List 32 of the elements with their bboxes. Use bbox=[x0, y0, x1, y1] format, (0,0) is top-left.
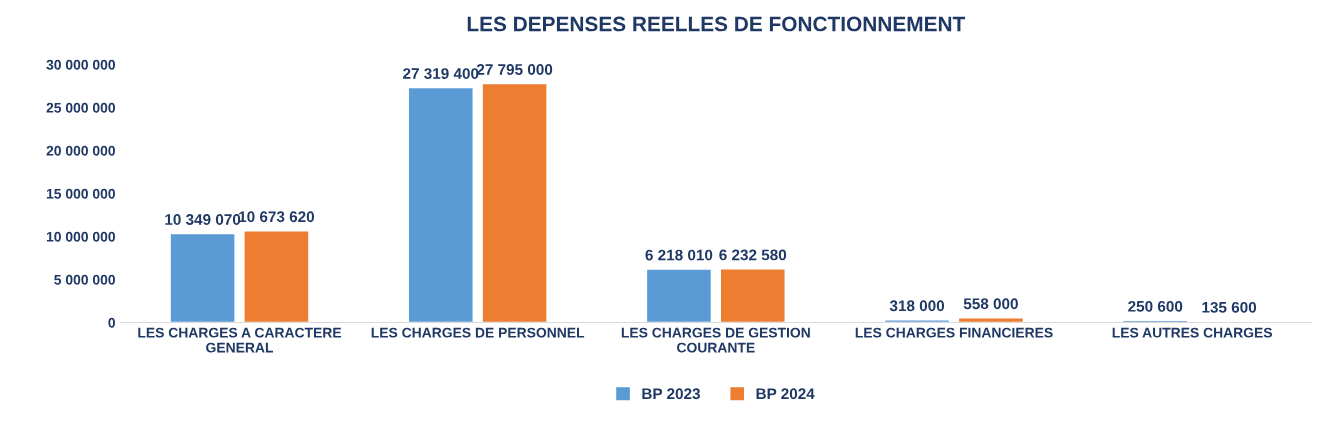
bar bbox=[243, 230, 310, 323]
x-tick-label: LES CHARGES FINANCIERES bbox=[855, 327, 1053, 338]
y-tick-label: 20 000 000 bbox=[46, 145, 115, 156]
data-label: 10 673 620 bbox=[239, 211, 315, 223]
data-label: 10 349 070 bbox=[165, 214, 241, 225]
bar bbox=[169, 232, 236, 323]
y-tick-label: 10 000 000 bbox=[46, 231, 115, 242]
data-label: 27 795 000 bbox=[476, 64, 553, 75]
x-tick-label: LES AUTRES CHARGES bbox=[1112, 327, 1272, 338]
data-label: 6 218 010 bbox=[645, 249, 713, 261]
y-tick-label: 0 bbox=[108, 317, 115, 328]
bar bbox=[957, 317, 1025, 323]
x-tick-label: LES CHARGES DE GESTION COURANTE bbox=[621, 327, 810, 353]
x-tick-label: LES CHARGES A CARACTERE GENERAL bbox=[138, 327, 342, 353]
data-label: 6 232 580 bbox=[719, 249, 787, 261]
data-label: 27 319 400 bbox=[403, 68, 479, 79]
legend-label: BP 2024 bbox=[756, 388, 815, 400]
bar bbox=[481, 82, 548, 323]
y-tick-label: 25 000 000 bbox=[46, 102, 115, 113]
y-tick-label: 15 000 000 bbox=[46, 188, 115, 199]
data-label: 558 000 bbox=[963, 298, 1018, 310]
chart-title: LES DEPENSES REELLES DE FONCTIONNEMENT bbox=[467, 16, 966, 32]
data-label: 250 600 bbox=[1128, 300, 1183, 312]
x-tick-label: LES CHARGES DE PERSONNEL bbox=[371, 327, 585, 338]
bar bbox=[645, 268, 713, 323]
y-tick-label: 30 000 000 bbox=[46, 59, 115, 70]
y-tick-label: 5 000 000 bbox=[54, 274, 115, 285]
data-label: 135 600 bbox=[1202, 301, 1257, 313]
legend-label: BP 2023 bbox=[642, 388, 700, 400]
bar bbox=[407, 86, 474, 323]
data-label: 318 000 bbox=[889, 300, 945, 312]
bar bbox=[719, 268, 786, 323]
